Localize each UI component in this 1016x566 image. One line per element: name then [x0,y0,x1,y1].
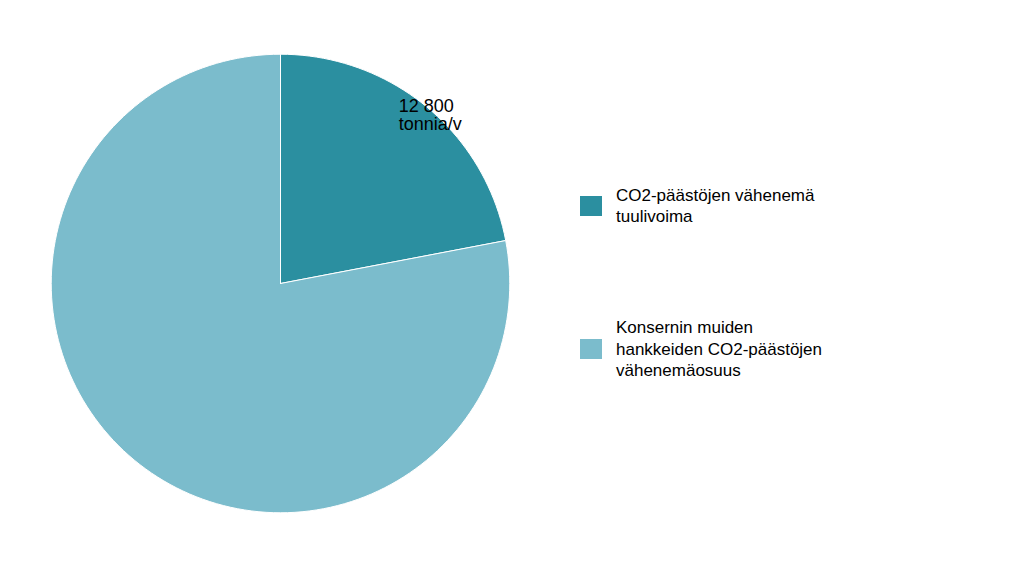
svg-text:12 800tonnia/v: 12 800tonnia/v [399,96,462,134]
html-text:Konsernin muiden hankkeiden CO: Konsernin muiden hankkeiden CO2-päästöje… [616,318,822,380]
html-text:CO2-päästöjen vähenemä tuulivo: CO2-päästöjen vähenemä tuulivoima [616,185,815,227]
